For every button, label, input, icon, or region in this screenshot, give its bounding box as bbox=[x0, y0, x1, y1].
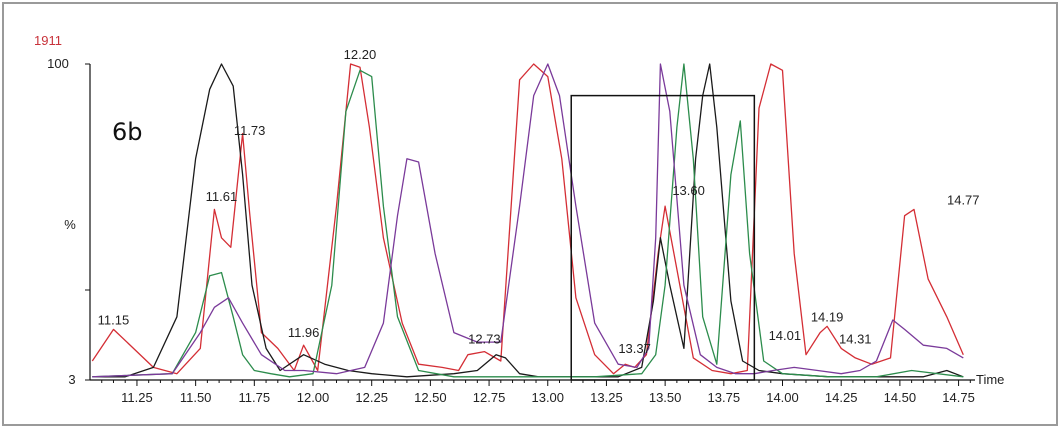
x-tick-label: 14.25 bbox=[825, 390, 858, 405]
peak-label: 11.96 bbox=[288, 325, 320, 340]
peak-label: 11.61 bbox=[206, 189, 238, 204]
x-tick-label: 13.25 bbox=[590, 390, 623, 405]
peak-label: 12.73 bbox=[468, 331, 501, 346]
highlight-region bbox=[570, 94, 756, 381]
peak-label: 13.37 bbox=[618, 341, 651, 356]
panel-label: 6b bbox=[112, 118, 143, 146]
x-tick-label: 12.75 bbox=[473, 390, 506, 405]
peak-label: 12.20 bbox=[344, 47, 377, 62]
x-tick-label: 12.50 bbox=[414, 390, 447, 405]
peak-labels: 11.15 11.61 11.73 11.96 12.20 12.73 13.37 13.60… bbox=[98, 47, 980, 356]
peak-label: 14.19 bbox=[811, 309, 844, 324]
y-bottom-label: 3 bbox=[68, 372, 75, 387]
peak-label: 14.77 bbox=[947, 192, 980, 207]
peak-label: 13.60 bbox=[672, 183, 705, 198]
peak-label: 11.15 bbox=[98, 312, 130, 327]
x-tick-label: 12.00 bbox=[297, 390, 330, 405]
peak-label: 14.01 bbox=[769, 328, 802, 343]
x-axis-title: Time bbox=[976, 372, 1004, 387]
axes bbox=[85, 63, 975, 386]
x-tick-label: 14.75 bbox=[942, 390, 975, 405]
highlight-box bbox=[570, 94, 756, 381]
x-tick-labels: 11.25 11.50 11.75 12.00 12.25 12.50 12.75 13.00… bbox=[121, 390, 975, 405]
chart-frame bbox=[2, 2, 1058, 426]
y-top-label: 100 bbox=[47, 56, 69, 71]
series-line-1 bbox=[91, 63, 964, 375]
series-line-2 bbox=[92, 63, 964, 378]
x-tick-label: 13.75 bbox=[708, 390, 741, 405]
x-tick-label: 11.25 bbox=[121, 390, 153, 405]
series-line-3 bbox=[92, 63, 964, 378]
series-line-4 bbox=[92, 63, 964, 378]
x-tick-label: 14.00 bbox=[766, 390, 799, 405]
series-lines bbox=[91, 63, 964, 378]
x-tick-label: 11.50 bbox=[180, 390, 212, 405]
peak-label: 11.73 bbox=[234, 123, 266, 138]
x-tick-label: 13.00 bbox=[531, 390, 564, 405]
peak-label: 14.31 bbox=[839, 331, 872, 346]
x-tick-label: 12.25 bbox=[355, 390, 388, 405]
y-mid-label: % bbox=[64, 217, 76, 232]
x-tick-label: 13.50 bbox=[649, 390, 682, 405]
x-tick-label: 14.50 bbox=[884, 390, 917, 405]
x-tick-label: 11.75 bbox=[239, 390, 271, 405]
intensity-label: 1911 bbox=[34, 33, 62, 48]
